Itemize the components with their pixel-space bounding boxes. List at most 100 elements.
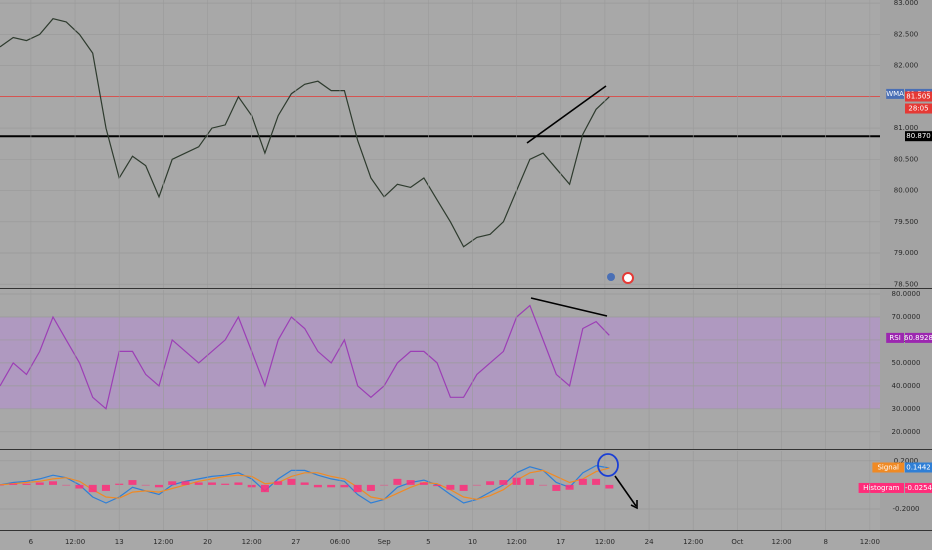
y-tick-label: 40.0000 bbox=[892, 382, 921, 390]
x-tick-label: 12:00 bbox=[860, 538, 880, 546]
histogram-bar bbox=[35, 482, 44, 485]
value-tag bbox=[905, 91, 932, 102]
x-tick-label: 12:00 bbox=[65, 538, 85, 546]
histogram-bar bbox=[62, 484, 71, 486]
histogram-bar bbox=[525, 478, 534, 485]
value-tag-label: 60.8928 bbox=[904, 334, 932, 342]
histogram-bar bbox=[419, 482, 428, 485]
histogram-bar bbox=[154, 484, 163, 488]
histogram-bar bbox=[0, 484, 4, 486]
histogram-bar bbox=[327, 484, 336, 488]
y-tick-label: 82.000 bbox=[894, 62, 919, 70]
y-tick-label: 79.000 bbox=[894, 249, 919, 257]
histogram-bar bbox=[128, 480, 137, 485]
histogram-bar bbox=[207, 482, 216, 485]
x-tick-label: 12:00 bbox=[153, 538, 173, 546]
histogram-bar bbox=[181, 481, 190, 485]
trend-line bbox=[530, 297, 608, 317]
series-line bbox=[0, 304, 610, 410]
name-tag bbox=[872, 462, 904, 473]
histogram-bar bbox=[313, 484, 322, 488]
highlight-circle bbox=[597, 453, 619, 477]
x-tick-label: 12:00 bbox=[242, 538, 262, 546]
event-icon[interactable] bbox=[622, 272, 634, 284]
histogram-bar bbox=[446, 484, 455, 490]
name-tag bbox=[886, 88, 904, 99]
histogram-bar bbox=[88, 484, 97, 493]
histogram-bar bbox=[287, 478, 296, 485]
value-tag-label: 0.1442 bbox=[906, 463, 931, 471]
y-tick-label: 80.500 bbox=[894, 155, 919, 163]
y-tick-label: 82.500 bbox=[894, 30, 919, 38]
histogram-bar bbox=[300, 482, 309, 485]
histogram-bar bbox=[433, 484, 442, 487]
arrow-shaft bbox=[614, 475, 637, 507]
x-tick-label: 8 bbox=[823, 538, 827, 546]
y-tick-label: 30.0000 bbox=[892, 405, 921, 413]
value-tag-label: 80.870 bbox=[906, 132, 931, 140]
x-tick-label: 24 bbox=[645, 538, 654, 546]
y-tick-label: 70.0000 bbox=[892, 313, 921, 321]
value-tag bbox=[905, 462, 932, 473]
series-line bbox=[0, 18, 610, 248]
x-tick-label: Sep bbox=[378, 538, 392, 546]
histogram-bar bbox=[539, 484, 548, 486]
histogram-bar bbox=[565, 484, 574, 490]
histogram-bar bbox=[499, 480, 508, 485]
y-tick-label: 0.2000 bbox=[894, 457, 919, 465]
x-tick-label: 06:00 bbox=[330, 538, 350, 546]
event-icon[interactable] bbox=[607, 273, 615, 281]
histogram-bar bbox=[168, 481, 177, 485]
value-tag-label: -0.0254 bbox=[905, 484, 932, 492]
histogram-bar bbox=[393, 478, 402, 485]
x-tick-label: 13 bbox=[115, 538, 124, 546]
histogram-bar bbox=[274, 481, 283, 485]
countdown-tag bbox=[905, 103, 932, 114]
histogram-bar bbox=[592, 478, 601, 485]
y-tick-label: 20.0000 bbox=[892, 428, 921, 436]
histogram-bar bbox=[221, 483, 230, 485]
x-tick-label: 12:00 bbox=[507, 538, 527, 546]
name-tag-label: RSI bbox=[889, 334, 900, 342]
name-tag-label: Signal bbox=[877, 463, 899, 471]
x-tick-label: 10 bbox=[468, 538, 477, 546]
histogram-bar bbox=[141, 484, 150, 486]
histogram-bar bbox=[234, 482, 243, 485]
value-tag bbox=[905, 131, 932, 142]
y-tick-label: 81.000 bbox=[894, 124, 919, 132]
histogram-bar bbox=[194, 482, 203, 485]
histogram-bar bbox=[552, 484, 561, 491]
y-tick-label: 50.0000 bbox=[892, 359, 921, 367]
name-tag-label: WMA bbox=[886, 90, 904, 98]
y-tick-label: 83.000 bbox=[894, 0, 919, 7]
histogram-bar bbox=[353, 484, 362, 493]
histogram-bar bbox=[48, 481, 57, 485]
histogram-bar bbox=[101, 484, 110, 491]
x-tick-label: 12:00 bbox=[595, 538, 615, 546]
y-tick-label: 78.500 bbox=[894, 280, 919, 288]
histogram-bar bbox=[605, 484, 614, 489]
histogram-bar bbox=[22, 483, 31, 485]
x-tick-label: 27 bbox=[291, 538, 300, 546]
y-tick-label: -0.2000 bbox=[892, 505, 919, 513]
x-tick-label: Oct bbox=[731, 538, 743, 546]
x-tick-label: 5 bbox=[426, 538, 430, 546]
histogram-bar bbox=[366, 484, 375, 491]
name-tag bbox=[858, 482, 904, 493]
histogram-bar bbox=[9, 483, 18, 485]
series-line bbox=[0, 464, 610, 504]
x-tick-label: 20 bbox=[203, 538, 212, 546]
x-tick-label: 6 bbox=[29, 538, 34, 546]
value-tag bbox=[905, 482, 932, 493]
trend-line bbox=[526, 85, 607, 144]
value-tag bbox=[905, 332, 932, 343]
series-line bbox=[0, 467, 610, 501]
name-tag-label: Histogram bbox=[863, 484, 899, 492]
countdown-label: 28:05 bbox=[908, 105, 928, 113]
y-tick-label: 79.500 bbox=[894, 218, 919, 226]
histogram-bar bbox=[486, 481, 495, 485]
histogram-bar bbox=[340, 484, 349, 488]
